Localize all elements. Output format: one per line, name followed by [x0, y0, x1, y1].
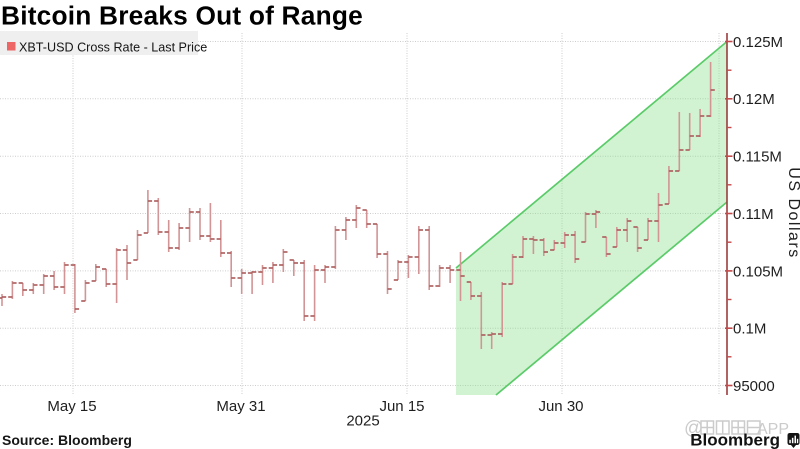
svg-text:0.12M: 0.12M [733, 91, 775, 108]
svg-text:95000: 95000 [733, 378, 775, 395]
svg-text:0.115M: 0.115M [733, 149, 782, 166]
svg-text:Source: Bloomberg: Source: Bloomberg [2, 432, 132, 448]
svg-text:Bloomberg: Bloomberg [690, 431, 780, 449]
svg-text:Bitcoin Breaks Out of Range: Bitcoin Breaks Out of Range [1, 1, 363, 31]
svg-text:@: @ [684, 418, 703, 439]
svg-text:2025: 2025 [346, 413, 379, 430]
svg-text:May 15: May 15 [47, 398, 96, 415]
svg-text:Jun 30: Jun 30 [538, 398, 583, 415]
svg-text:Jun 15: Jun 15 [379, 398, 424, 415]
svg-text:0.1M: 0.1M [733, 321, 766, 338]
svg-text:0.125M: 0.125M [733, 34, 783, 51]
svg-text:0.11M: 0.11M [733, 206, 774, 223]
svg-text:US Dollars: US Dollars [785, 167, 800, 258]
svg-text:APP: APP [757, 421, 789, 438]
svg-text:May 31: May 31 [216, 398, 265, 415]
svg-text:0.105M: 0.105M [733, 263, 783, 280]
svg-text:XBT-USD Cross Rate - Last Pric: XBT-USD Cross Rate - Last Price [19, 41, 207, 55]
